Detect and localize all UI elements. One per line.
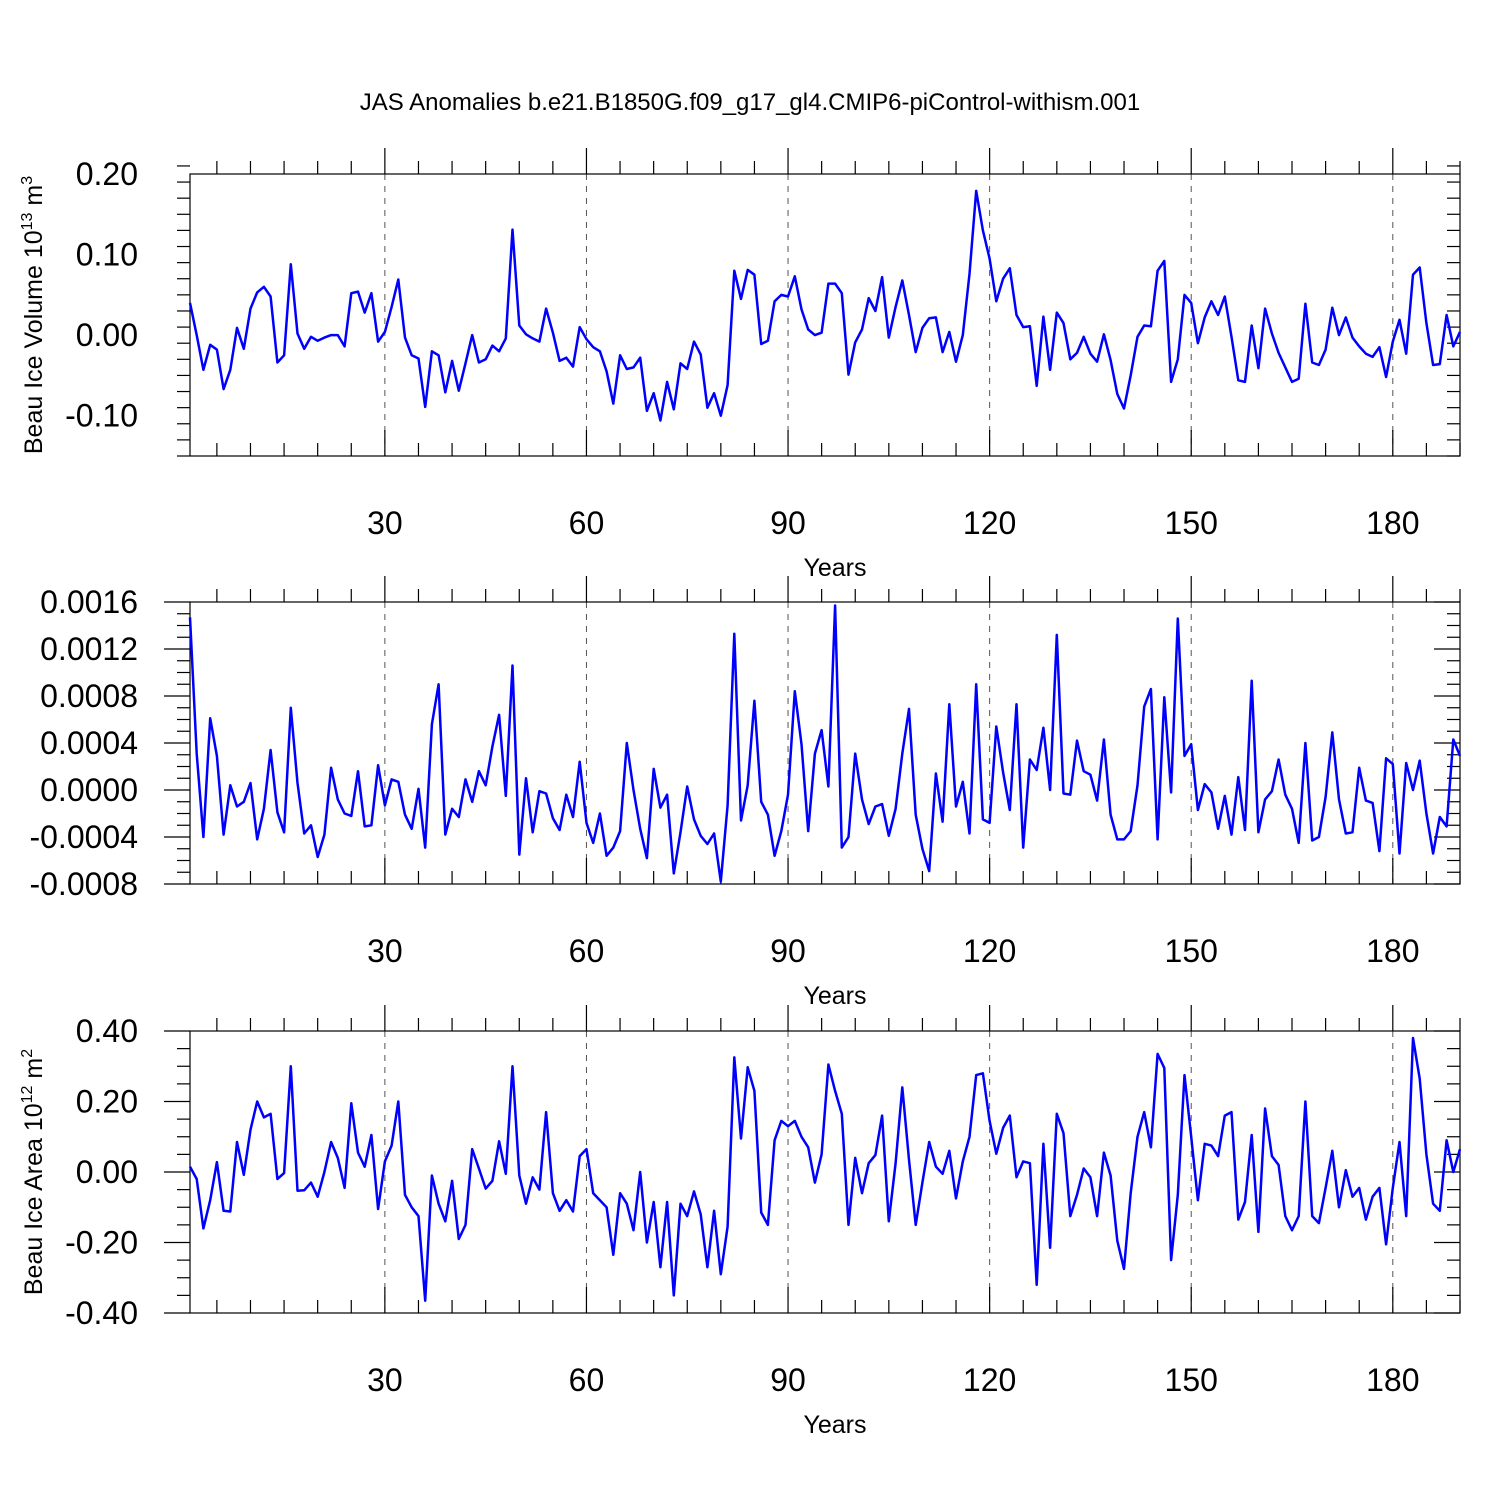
series-line [188, 604, 1462, 883]
y-tick-label: 0.20 [76, 1084, 138, 1120]
x-tick-label: 120 [963, 1362, 1016, 1398]
panel-3: 30 60 90 120 150 180 -0.40 -0.20 0.00 0.20 0.40 Yea… [19, 1005, 1462, 1439]
x-tick-label: 180 [1366, 505, 1419, 541]
x-tick-label: 120 [963, 505, 1016, 541]
x-tick-label: 120 [963, 933, 1016, 969]
plot-frame [189, 601, 1461, 885]
y-tick-label: 0.0012 [40, 631, 138, 667]
x-tick-label: 180 [1366, 933, 1419, 969]
x-tick-label: 150 [1165, 505, 1218, 541]
y-axis-title: Beau Ice Volume 1013 m3 [19, 176, 48, 454]
x-tick-label: 30 [367, 505, 403, 541]
y-tick-label: 0.00 [76, 1154, 138, 1190]
y-tick-label: 0.0000 [40, 772, 138, 808]
panel-2: 30 60 90 120 150 180 -0.0008 -0.0004 0.0000 0.000… [29, 576, 1462, 1010]
y-tick-label: -0.20 [65, 1225, 138, 1261]
x-tick-label: 30 [367, 933, 403, 969]
y-tick-label: 0.20 [76, 156, 138, 192]
y-tick-label: 0.0016 [40, 584, 138, 620]
y-tick-label: 0.0004 [40, 725, 138, 761]
y-tick-label: 0.10 [76, 237, 138, 273]
plot-frame [189, 173, 1461, 457]
x-tick-label: 30 [367, 1362, 403, 1398]
y-tick-label: -0.10 [65, 398, 138, 434]
x-axis-title: Years [803, 554, 866, 582]
y-tick-label: -0.0008 [29, 866, 138, 902]
x-tick-label: 90 [770, 505, 806, 541]
series-line [188, 189, 1462, 422]
series-line [188, 1036, 1462, 1302]
y-tick-label: 0.00 [76, 317, 138, 353]
x-axis-title: Years [803, 982, 866, 1010]
x-tick-label: 180 [1366, 1362, 1419, 1398]
x-tick-label: 60 [569, 1362, 605, 1398]
x-tick-label: 60 [569, 505, 605, 541]
x-tick-label: 150 [1165, 1362, 1218, 1398]
x-tick-label: 150 [1165, 933, 1218, 969]
y-tick-label: 0.40 [76, 1013, 138, 1049]
x-tick-label: 60 [569, 933, 605, 969]
y-tick-label: -0.0004 [29, 819, 138, 855]
plot-frame [189, 1030, 1461, 1314]
y-tick-label: 0.0008 [40, 678, 138, 714]
panel-1: 30 60 90 120 150 180 -0.10 0.00 0.10 0.20 Years Bea… [19, 148, 1462, 582]
chart-title: JAS Anomalies b.e21.B1850G.f09_g17_gl4.C… [360, 89, 1140, 116]
x-axis-title: Years [803, 1411, 866, 1439]
y-axis-title: Beau Ice Area 1012 m2 [19, 1049, 48, 1295]
x-tick-label: 90 [770, 1362, 806, 1398]
x-tick-label: 90 [770, 933, 806, 969]
y-tick-label: -0.40 [65, 1295, 138, 1331]
